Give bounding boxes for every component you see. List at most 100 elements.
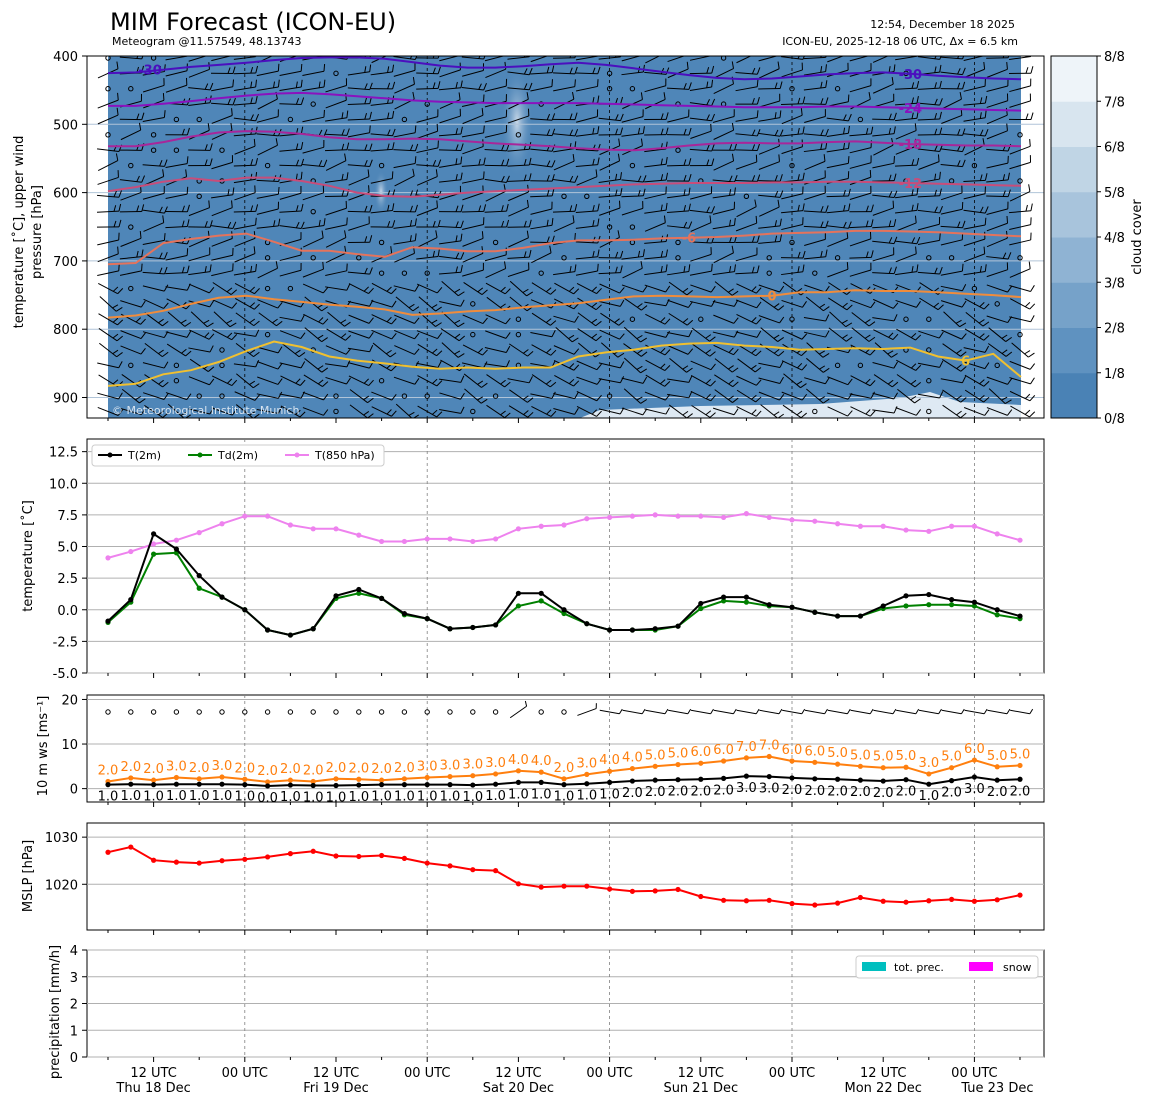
wind-barb bbox=[576, 360, 602, 371]
wind-barb bbox=[874, 342, 898, 358]
wind-barb bbox=[552, 112, 578, 121]
t2m-point bbox=[835, 613, 841, 619]
wind-barb bbox=[849, 262, 872, 277]
wind-barb bbox=[144, 405, 169, 418]
wind-barb bbox=[667, 187, 691, 199]
td2m-point bbox=[903, 603, 909, 609]
gust-value-label: 3.0 bbox=[440, 759, 461, 774]
wind-barb bbox=[873, 374, 899, 388]
wind-barb bbox=[644, 284, 671, 293]
t2m-point bbox=[789, 604, 795, 610]
wind-barb bbox=[690, 360, 716, 371]
wind-barb bbox=[963, 361, 990, 370]
calm-wind-marker bbox=[378, 378, 385, 384]
wind-barb bbox=[347, 235, 373, 244]
wind-barb bbox=[667, 390, 693, 399]
wind-barb bbox=[211, 187, 235, 199]
ytick-label: 0 bbox=[70, 1051, 78, 1066]
wind-barb bbox=[256, 109, 279, 123]
wind-barb bbox=[963, 110, 987, 122]
wind-barb bbox=[279, 97, 305, 105]
gust-point bbox=[766, 753, 772, 760]
t2m-point bbox=[561, 607, 567, 613]
mean-wind-point bbox=[173, 781, 179, 787]
wind-barb bbox=[689, 206, 716, 214]
isotherm-line bbox=[107, 176, 1022, 198]
ytick-label: 5.0 bbox=[57, 541, 78, 556]
mslp-point bbox=[584, 883, 590, 889]
wind-barb bbox=[805, 296, 830, 312]
colorbar-segment bbox=[1051, 327, 1097, 374]
wind-barb bbox=[234, 282, 260, 295]
wind-barb bbox=[872, 190, 898, 199]
ytick-label: 1 bbox=[70, 1024, 78, 1039]
wind-barb bbox=[896, 328, 922, 341]
mean-wind-point bbox=[379, 782, 385, 788]
wind-barb bbox=[667, 299, 693, 308]
t2m-point bbox=[652, 626, 658, 632]
gust-point bbox=[401, 776, 407, 782]
wind-barb bbox=[917, 266, 943, 275]
wind-barb bbox=[509, 280, 534, 297]
wind-barb bbox=[165, 127, 190, 136]
wind-barb bbox=[806, 357, 830, 373]
wind-barb bbox=[416, 169, 438, 186]
wind-barb bbox=[235, 312, 260, 327]
wind-barb bbox=[598, 376, 625, 384]
wind-barb bbox=[713, 61, 734, 79]
wind-barb bbox=[667, 330, 693, 338]
wind-barb bbox=[735, 299, 762, 309]
wind-barb bbox=[188, 376, 215, 386]
wind-barb bbox=[896, 374, 921, 388]
wind-barb bbox=[644, 264, 668, 276]
wind-barb bbox=[736, 406, 762, 417]
gust-point bbox=[424, 774, 430, 781]
wind-barb bbox=[416, 123, 439, 139]
calm-wind-marker bbox=[401, 393, 408, 399]
wind-barb bbox=[165, 392, 192, 401]
wind-barb bbox=[690, 215, 712, 232]
wind-barb bbox=[803, 314, 830, 322]
wind-barb bbox=[441, 342, 465, 358]
wind-barb bbox=[803, 330, 830, 338]
wind-barb bbox=[302, 159, 328, 168]
calm-wind-marker bbox=[128, 362, 134, 369]
gust-point bbox=[949, 765, 955, 771]
wind-barb bbox=[484, 158, 510, 167]
wind-barb bbox=[577, 703, 597, 716]
calm-wind-marker bbox=[1017, 178, 1023, 184]
legend-swatch-snow bbox=[969, 962, 993, 971]
wind-barb bbox=[735, 215, 758, 232]
precip-ylabel: precipitation [mm/h] bbox=[48, 945, 63, 1079]
gust-value-label: 6.0 bbox=[964, 742, 985, 757]
wind-barb bbox=[758, 93, 781, 108]
wind-barb bbox=[621, 407, 648, 416]
mean-wind-value-label: 2.0 bbox=[873, 786, 894, 801]
wind-barb bbox=[872, 392, 899, 400]
wind-barb bbox=[598, 172, 622, 183]
wind-barb bbox=[325, 153, 347, 171]
wind-barb bbox=[1009, 78, 1032, 93]
gust-point bbox=[812, 759, 818, 765]
wind-barb bbox=[370, 81, 396, 90]
wind-barb bbox=[553, 175, 579, 183]
mean-wind-value-label: 1.0 bbox=[234, 790, 255, 805]
wind-barb bbox=[464, 388, 488, 404]
wind-barb bbox=[211, 108, 233, 124]
wind-barb bbox=[895, 203, 919, 214]
calm-wind-marker bbox=[128, 162, 134, 169]
wind-barb bbox=[758, 360, 784, 368]
calm-wind-marker bbox=[333, 709, 339, 715]
calm-wind-marker bbox=[424, 709, 430, 715]
colorbar-tick-label: 8/8 bbox=[1104, 50, 1125, 65]
mslp-point bbox=[196, 860, 202, 866]
upper-air-panel: -30 -30 -24 -18 -12 -6 0 6 © Meteorological Ins… bbox=[11, 50, 1045, 419]
wind-barb bbox=[735, 143, 761, 152]
wind-barb bbox=[986, 107, 1008, 125]
wind-barb bbox=[735, 154, 758, 170]
mslp-point bbox=[949, 896, 955, 902]
wind-barb bbox=[120, 330, 146, 340]
ytick-label: 1020 bbox=[45, 878, 78, 893]
calm-wind-marker bbox=[538, 709, 544, 715]
wind-barb bbox=[486, 374, 511, 388]
